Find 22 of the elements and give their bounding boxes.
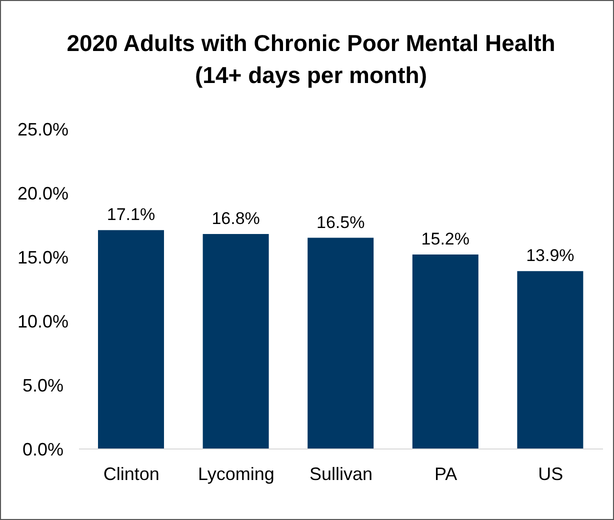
chart-title: 2020 Adults with Chronic Poor Mental Health (14+ days per month): [66, 29, 556, 90]
y-tick-label: 0.0%: [22, 439, 64, 460]
bar: [308, 238, 374, 449]
x-tick-label: Clinton: [103, 464, 160, 484]
y-tick-label: 10.0%: [17, 311, 69, 332]
bar: [412, 254, 478, 449]
x-tick-label: US: [538, 464, 564, 484]
y-tick-label: 15.0%: [17, 247, 69, 268]
data-label: 13.9%: [526, 246, 574, 266]
bar: [517, 271, 584, 449]
x-tick-label: Sullivan: [309, 464, 373, 484]
data-label: 16.8%: [212, 208, 260, 228]
y-tick-label: 20.0%: [17, 183, 69, 204]
data-label: 15.2%: [421, 229, 470, 248]
x-tick-label: Lycoming: [198, 464, 274, 484]
bar: [98, 230, 164, 449]
data-label: 17.1%: [106, 205, 156, 224]
bar: [202, 234, 269, 449]
data-label: 16.5%: [316, 212, 365, 232]
x-tick-label: PA: [434, 464, 458, 484]
y-tick-label: 25.0%: [17, 119, 69, 140]
y-tick-label: 5.0%: [22, 375, 64, 396]
